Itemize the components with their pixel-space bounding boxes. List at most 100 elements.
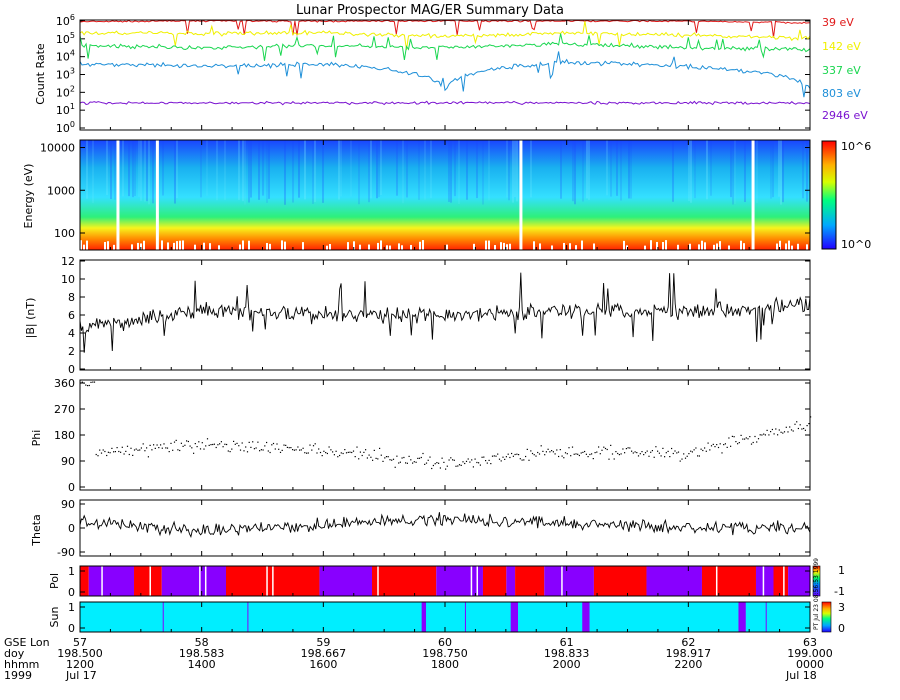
sun-colorbar	[821, 601, 832, 633]
spectrogram-streak	[806, 140, 808, 202]
phi-point	[160, 444, 162, 446]
phi-point	[650, 451, 652, 453]
pol-gap	[783, 566, 785, 596]
phi-point	[551, 450, 553, 452]
spectrogram-low-gap	[419, 241, 421, 252]
phi-point	[655, 446, 657, 448]
phi-point	[441, 457, 443, 459]
phi-point	[516, 453, 518, 455]
spectrogram-low-gap	[785, 243, 787, 254]
spectrogram-streak	[304, 140, 306, 200]
pol-tick-label: 1	[68, 565, 75, 578]
phi-point	[749, 436, 751, 438]
legend-337-eV: 337 eV	[822, 64, 861, 77]
spectrogram-low-gap	[779, 240, 781, 251]
phi-point	[170, 442, 172, 444]
phi-point	[707, 442, 709, 444]
figure-title: Lunar Prospector MAG/ER Summary Data	[296, 3, 564, 18]
spectrogram-low-gap	[806, 244, 808, 255]
phi-point	[99, 449, 101, 451]
phi-point	[488, 459, 490, 461]
pol-colorbar	[812, 565, 821, 597]
phi-point	[184, 444, 186, 446]
phi-point	[139, 449, 141, 451]
spectrogram-low-gap	[500, 242, 502, 253]
spectrogram-streak	[516, 140, 518, 202]
phi-point	[552, 451, 554, 453]
phi-point	[570, 455, 572, 457]
phi-point	[644, 452, 647, 454]
pol-segment	[436, 566, 483, 596]
sun-shadow-segment	[510, 602, 518, 632]
spectrogram-streak	[250, 140, 252, 198]
phi-point	[542, 450, 544, 452]
phi-point	[137, 449, 139, 451]
phi-point	[592, 458, 594, 460]
phi-point	[643, 454, 645, 456]
phi-point	[500, 460, 502, 462]
spectrogram-streak	[148, 140, 150, 205]
spectrogram-streak	[574, 140, 576, 205]
pol-gap	[715, 566, 718, 596]
spectrogram-streak	[134, 140, 136, 196]
spectrogram-streak	[424, 140, 426, 200]
phi-point	[735, 441, 737, 443]
phi-point	[410, 459, 412, 461]
phi-point	[771, 428, 773, 431]
spectrogram-colorbar	[821, 140, 837, 250]
phi-point	[723, 444, 725, 446]
phi-point	[637, 455, 640, 457]
phi-tick-label: 0	[68, 481, 75, 494]
phi-point	[799, 424, 801, 426]
legend-142-eV: 142 eV	[822, 40, 861, 53]
phi-point	[168, 451, 170, 453]
phi-point	[618, 454, 620, 456]
phi-point	[370, 456, 372, 458]
spectrogram-low-gap	[776, 243, 778, 254]
phi-point	[585, 453, 587, 455]
phi-point	[187, 440, 189, 443]
spectrogram-streak	[458, 140, 460, 205]
pol-segment	[161, 566, 226, 596]
theta-ylabel: Theta	[30, 514, 43, 547]
phi-point	[750, 443, 753, 445]
phi-point	[789, 426, 791, 428]
phi-point	[196, 446, 198, 448]
phi-point	[737, 443, 739, 445]
phi-point	[580, 452, 582, 454]
phi-point	[620, 453, 622, 455]
spectrogram-streak	[454, 140, 456, 197]
phi-point	[109, 452, 111, 454]
phi-point	[757, 438, 760, 440]
phi-point	[140, 447, 142, 449]
phi-point	[747, 438, 749, 440]
phi-point	[344, 449, 346, 451]
pol-segment	[755, 566, 774, 596]
phi-point	[321, 455, 323, 457]
phi-point	[523, 459, 525, 461]
phi-point	[587, 456, 589, 458]
pol-gap	[101, 566, 103, 596]
spectrogram-streak	[110, 140, 112, 200]
footer-date-start: Jul 17	[65, 669, 97, 682]
phi-point	[276, 443, 278, 445]
phi-point	[406, 462, 408, 464]
spectrogram-low-gap	[509, 243, 511, 254]
phi-point	[269, 451, 271, 454]
phi-point	[352, 450, 355, 452]
series-line-803-eV	[79, 51, 811, 98]
phi-point	[566, 453, 568, 455]
spectrogram-streak	[732, 140, 734, 205]
theta-panel: Theta -90 0 90	[30, 498, 811, 559]
spectrogram-streak	[380, 140, 382, 196]
footer-lon-value: 62	[681, 636, 695, 649]
energy-tick-label: 100	[54, 227, 75, 240]
phi-point	[114, 451, 116, 453]
pol-segment	[544, 566, 594, 596]
spectrogram-streak	[298, 140, 300, 198]
footer-lon-value: 60	[438, 636, 452, 649]
spectrogram-streak	[368, 140, 370, 203]
phi-point	[591, 453, 593, 455]
phi-point	[299, 449, 301, 451]
phi-point	[491, 455, 494, 457]
